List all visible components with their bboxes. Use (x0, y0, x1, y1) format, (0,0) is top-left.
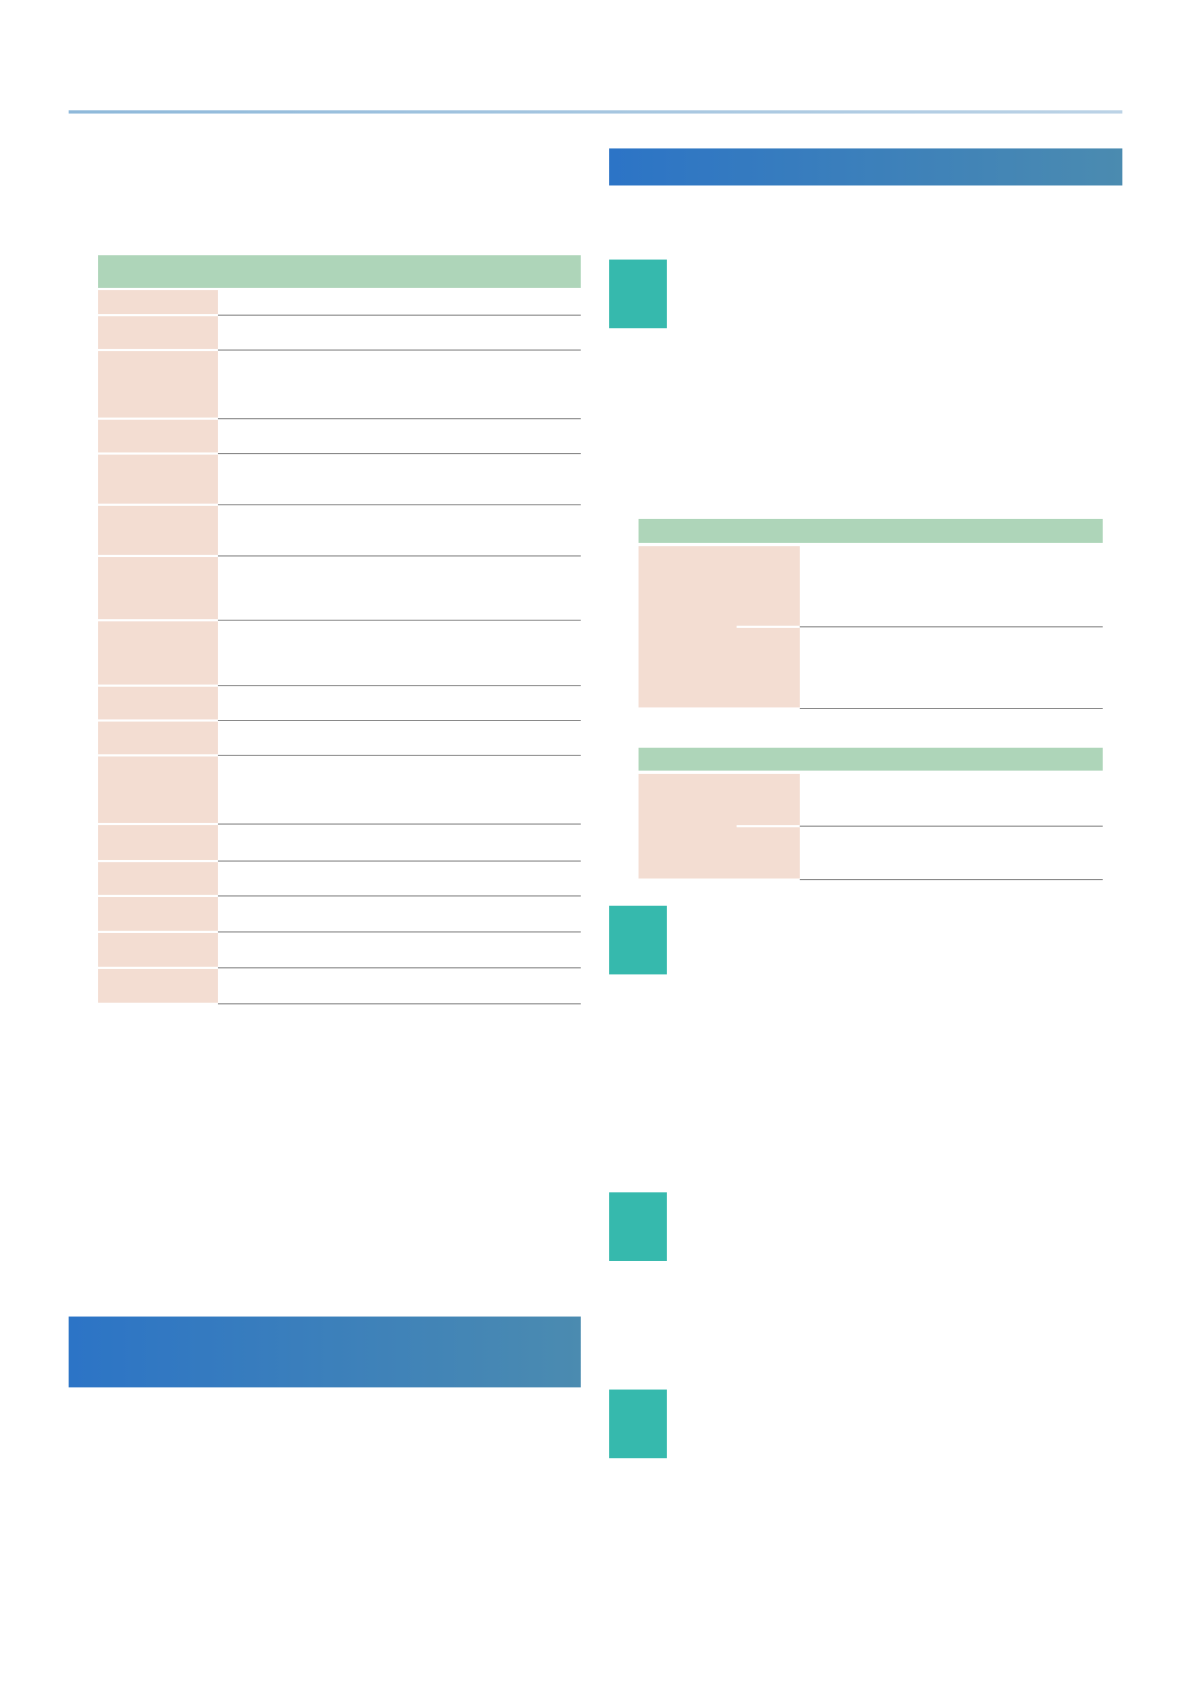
step-marker (609, 259, 667, 329)
row-label-cell (98, 505, 218, 555)
sub-table (638, 518, 1103, 710)
row-label-cell (98, 557, 218, 620)
table-header (638, 747, 1103, 771)
row-label-cell (98, 454, 218, 504)
row-label-cell (98, 621, 218, 685)
row-label-cell (98, 756, 218, 823)
row-label-cell (98, 290, 218, 315)
step-marker (609, 1389, 667, 1459)
header-rule (68, 110, 1123, 114)
step-marker (609, 905, 667, 975)
table-header (98, 255, 581, 288)
row-label-cell (98, 897, 218, 931)
row-label-cell (98, 686, 218, 720)
row-label-cell (98, 825, 218, 860)
row-label-cell (98, 968, 218, 1003)
sub-table (638, 747, 1103, 881)
table-header (638, 518, 1103, 543)
row-label-cell (98, 862, 218, 895)
step-marker (609, 1192, 667, 1261)
row-label-cell (98, 721, 218, 755)
table-rows (98, 290, 581, 1005)
row-label-cell (98, 419, 218, 453)
row-label-cell (98, 351, 218, 418)
section-banner (68, 1316, 581, 1388)
row-label-cell (98, 316, 218, 349)
row-label-cell (98, 932, 218, 967)
section-banner (609, 148, 1123, 186)
